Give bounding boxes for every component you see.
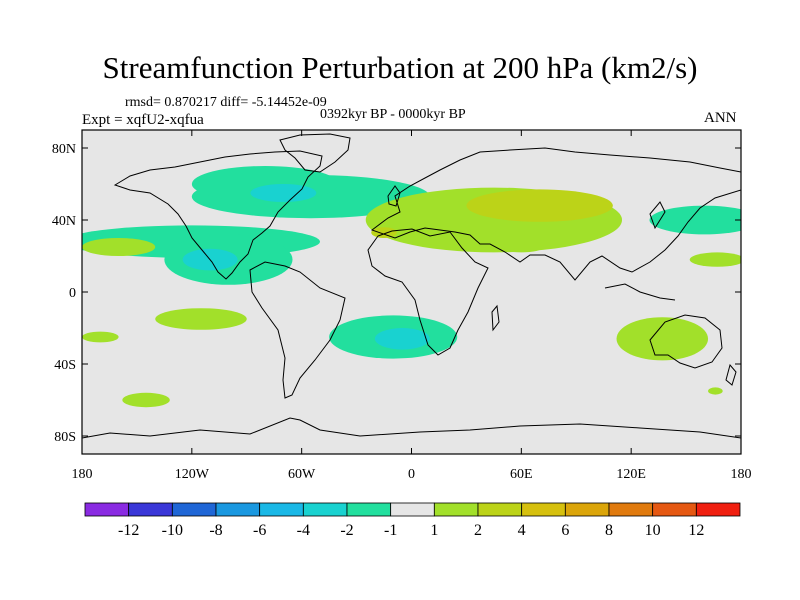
coastline-africa: [367, 228, 489, 356]
colorbar-swatch: [390, 502, 435, 517]
stats-label: rmsd= 0.870217 diff= -5.14452e-09: [125, 95, 327, 110]
experiment-label: Expt = xqfU2-xqfua: [82, 112, 204, 128]
colorbar-label: -1: [384, 522, 397, 539]
x-tick-label: 60E: [510, 467, 533, 482]
colorbar-label: -4: [297, 522, 310, 539]
colorbar-swatch: [564, 502, 610, 517]
coastline-britain: [387, 185, 401, 207]
colorbar-swatch: [171, 502, 217, 517]
colorbar-label: 8: [605, 522, 613, 539]
region-south-atlantic-core: [374, 328, 430, 350]
colorbar-swatch: [477, 502, 523, 517]
x-tick-label: 180: [731, 467, 752, 482]
period-label: 0392kyr BP - 0000kyr BP: [320, 107, 466, 122]
colorbar-swatch: [84, 502, 130, 517]
y-tick-label: 40S: [54, 358, 76, 373]
coastline-eurasia: [370, 147, 741, 281]
colorbar-label: -12: [118, 522, 139, 539]
colorbar-swatch: [302, 502, 348, 517]
colorbar-label: 2: [474, 522, 482, 539]
coastline-greenland: [279, 133, 351, 173]
colorbar-label: 6: [561, 522, 569, 539]
coastline-japan: [649, 201, 666, 230]
region-south-pacific-west: [82, 331, 119, 343]
colorbar-swatch: [695, 502, 741, 517]
x-tick-label: 120W: [175, 467, 210, 482]
colorbar: -12 -10 -8 -6 -4 -2 -1 1 2 4 6 8 10 12: [84, 502, 741, 539]
region-iberia-core: [371, 227, 397, 239]
y-tick-label: 40N: [52, 214, 76, 229]
x-tick-label: 180: [72, 467, 93, 482]
x-tick-label: 0: [408, 467, 415, 482]
colorbar-label: 4: [518, 522, 526, 539]
region-southern-ocean-high: [122, 392, 170, 408]
coastline-madagascar: [491, 304, 500, 332]
region-mid-pacific-high: [82, 238, 156, 256]
colorbar-swatch: [128, 502, 173, 517]
region-north-atlantic-core: [250, 184, 317, 202]
coastline-south-america: [249, 261, 346, 399]
colorbar-label: 10: [645, 522, 661, 539]
region-east-asia-high: [689, 252, 741, 267]
coastline-australia: [649, 314, 723, 369]
region-south-pacific-high: [155, 308, 247, 330]
region-australia-high: [616, 317, 709, 361]
colorbar-swatch: [215, 502, 261, 517]
colorbar-swatch: [608, 502, 654, 517]
colorbar-swatch: [521, 502, 566, 517]
y-tick-label: 80N: [52, 142, 76, 157]
colorbar-label: -8: [209, 522, 222, 539]
y-tick-label: 80S: [54, 430, 76, 445]
region-eurasia-core: [466, 189, 613, 222]
x-tick-label: 120E: [616, 467, 646, 482]
x-tick-label: 60W: [288, 467, 316, 482]
colorbar-swatch: [652, 502, 697, 517]
coastline-antarctica: [82, 417, 741, 439]
coastline-indonesia: [604, 283, 676, 301]
season-label: ANN: [704, 110, 737, 126]
colorbar-label: 12: [688, 522, 704, 539]
colorbar-label: 1: [430, 522, 438, 539]
colorbar-label: -2: [340, 522, 353, 539]
axis-layer: 180 120W 60W 0 60E 120E 180 80N 40N 0 40S 80S: [52, 130, 752, 482]
region-arabia-high: [499, 241, 544, 253]
region-new-zealand-high: [708, 387, 723, 395]
colorbar-swatch: [259, 502, 304, 517]
chart-title: Streamfunction Perturbation at 200 hPa (…: [102, 50, 698, 85]
colorbar-swatch: [433, 502, 479, 517]
colorbar-label: -6: [253, 522, 266, 539]
coastline-new-zealand: [725, 363, 737, 386]
coastline-layer: [82, 133, 741, 439]
y-tick-label: 0: [69, 286, 76, 301]
region-west-pacific-band: [649, 205, 741, 235]
field-layer: [82, 166, 741, 408]
colorbar-swatch: [346, 502, 392, 517]
coastline-north-america: [113, 150, 323, 280]
colorbar-label: -10: [162, 522, 183, 539]
plot-background: [82, 130, 741, 454]
